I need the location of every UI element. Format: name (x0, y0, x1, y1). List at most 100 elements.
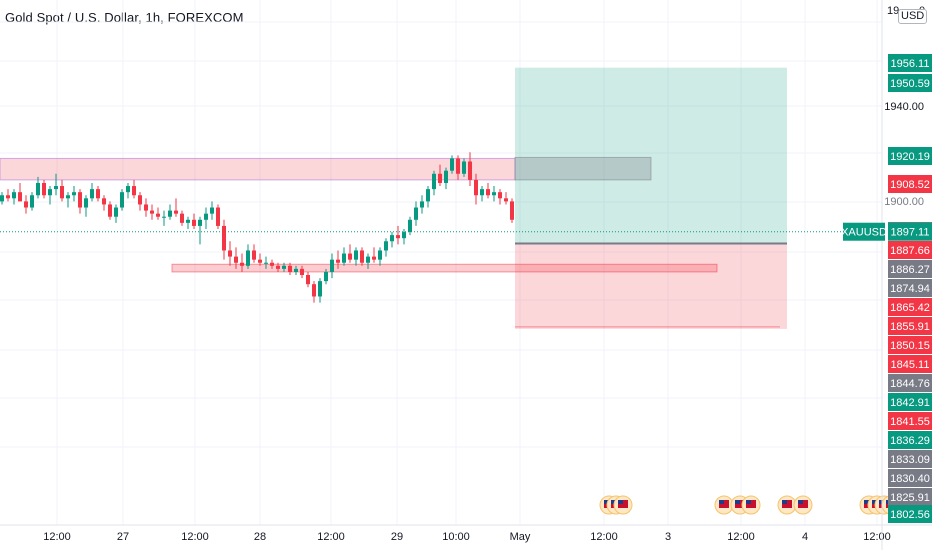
price-tag (888, 336, 932, 354)
event-marker-flag-canton (719, 500, 724, 504)
candle-body (372, 256, 376, 260)
price-tag-label: 1841.55 (890, 416, 930, 428)
candle-body (6, 195, 10, 199)
candle-body (48, 189, 52, 196)
candle-body (324, 271, 328, 282)
price-tag-label: 1865.42 (890, 302, 930, 314)
candle-body (138, 195, 142, 205)
candle-body (24, 201, 28, 208)
price-tag (888, 74, 932, 92)
candle-body (42, 182, 46, 196)
candle-body (234, 256, 238, 263)
candle-body (300, 268, 304, 276)
symbol-tag (843, 222, 885, 241)
price-tag (888, 54, 932, 72)
candle-body (342, 253, 346, 263)
price-tag (888, 374, 932, 392)
event-marker-flag-canton (864, 500, 869, 504)
x-tick-label: 12:00 (590, 531, 618, 543)
candle-body (240, 262, 244, 266)
x-tick-label: 12:00 (317, 531, 345, 543)
event-marker-flag-canton (746, 500, 751, 504)
candle-body (474, 179, 478, 196)
candle-body (282, 265, 286, 269)
price-tag (888, 317, 932, 335)
candle-body (270, 262, 274, 266)
candle-body (414, 207, 418, 220)
candle-body (204, 213, 208, 220)
price-tag-label: 1833.09 (890, 454, 930, 466)
candle-body (360, 250, 364, 263)
candle-body (426, 189, 430, 202)
candle-body (120, 192, 124, 208)
candle-body (144, 204, 148, 211)
price-tag-label: 1836.29 (890, 435, 930, 447)
price-tag (888, 431, 932, 449)
candle-body (432, 173, 436, 190)
candle-body (54, 186, 58, 190)
price-tag-label: 1886.27 (890, 264, 930, 276)
candle-body (294, 268, 298, 272)
price-tag-label: 1845.11 (891, 359, 930, 371)
candle-body (420, 201, 424, 208)
x-tick-label: 27 (117, 531, 129, 543)
price-tag (888, 469, 932, 487)
candle-body (0, 195, 4, 202)
price-tag-label: 1874.94 (890, 283, 930, 295)
candle-body (252, 250, 256, 260)
candle-body (450, 158, 454, 171)
candle-body (150, 210, 154, 214)
candle-body (402, 232, 406, 239)
price-tag (888, 147, 932, 165)
support-zone (171, 263, 718, 273)
currency-selector-button[interactable]: USD (898, 9, 928, 24)
candle-body (264, 262, 268, 264)
candle-body (396, 235, 400, 239)
candle-body (336, 259, 340, 263)
candle-body (132, 186, 136, 196)
candle-body (504, 198, 508, 202)
candle-body (96, 189, 100, 199)
candle-body (318, 281, 322, 297)
event-marker-flag-canton (611, 500, 616, 504)
price-tag-label: 1855.91 (890, 321, 930, 333)
candle-body (198, 219, 202, 226)
long-position-target-zone (515, 67, 787, 244)
candle-body (18, 192, 22, 202)
last-price-tag (888, 222, 932, 241)
candle-body (444, 170, 448, 183)
x-tick-label: May (510, 531, 531, 543)
candle-body (174, 210, 178, 214)
candle-body (108, 204, 112, 217)
candle-body (216, 207, 220, 226)
candle-body (30, 195, 34, 208)
price-tag (888, 260, 932, 278)
x-tick-label: 12:00 (181, 531, 209, 543)
price-tag-label: 1956.11 (891, 58, 930, 70)
candle-body (192, 219, 196, 226)
candle-body (60, 186, 64, 199)
x-tick-label: 10:00 (442, 531, 470, 543)
candle-body (384, 241, 388, 251)
candle-body (222, 225, 226, 251)
candle-body (12, 192, 16, 199)
candle-body (312, 284, 316, 297)
candle-body (102, 198, 106, 205)
candle-body (78, 192, 82, 208)
event-marker-flag-canton (872, 500, 877, 504)
candle-body (480, 189, 484, 196)
x-tick-label: 4 (802, 531, 808, 543)
x-tick-label: 29 (391, 531, 403, 543)
price-tag-label: 1830.40 (890, 473, 930, 485)
candle-body (354, 250, 358, 260)
resistance-zone (0, 157, 516, 181)
candle-body (366, 256, 370, 263)
x-tick-label: 12:00 (863, 531, 891, 543)
x-tick-label: 28 (254, 531, 266, 543)
symbol-tag-label: XAUUSD (841, 227, 887, 239)
candle-body (126, 186, 130, 193)
x-tick-label: 3 (665, 531, 671, 543)
candle-body (330, 259, 334, 272)
price-tag-label: 1825.91 (890, 492, 930, 504)
